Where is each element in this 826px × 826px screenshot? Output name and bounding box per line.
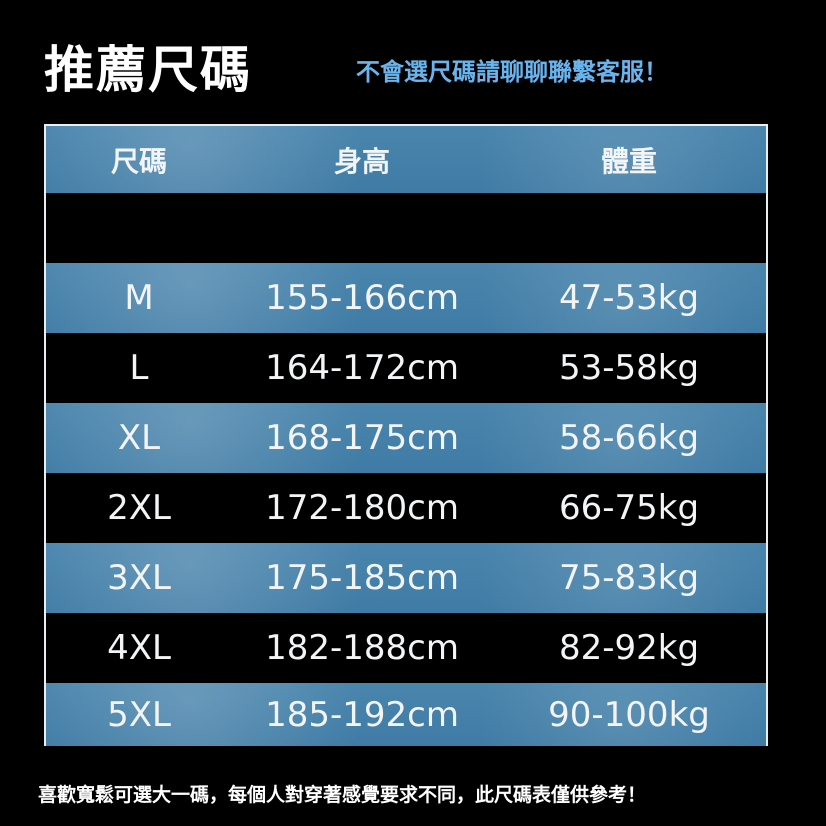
table-row: M 155-166cm 47-53kg	[46, 263, 766, 333]
header-height: 身高	[333, 144, 390, 178]
cell-height: 185-192cm	[265, 694, 459, 735]
size-chart-table: 尺碼 身高 體重 M 155-166cm 47-53kg L 164-172cm 53-5…	[44, 124, 768, 746]
cell-size: 2XL	[107, 488, 171, 528]
cell-size: L	[129, 348, 149, 388]
cell-weight: 53-58kg	[558, 348, 700, 388]
header-size: 尺碼	[110, 144, 167, 178]
cell-height: 155-166cm	[265, 278, 459, 318]
header-weight: 體重	[600, 144, 657, 178]
cell-size: 4XL	[107, 628, 171, 668]
cell-weight: 66-75kg	[558, 488, 700, 528]
cell-height: 172-180cm	[265, 488, 459, 528]
contact-notice: 不會選尺碼請聊聊聯繫客服！	[356, 58, 668, 86]
cell-weight: 82-92kg	[558, 628, 700, 668]
table-row: XL 168-175cm 58-66kg	[46, 403, 766, 473]
cell-weight: 90-100kg	[548, 694, 710, 735]
table-row: 5XL 185-192cm 90-100kg	[46, 683, 766, 746]
cell-size: 5XL	[107, 694, 171, 735]
table-row	[46, 193, 766, 263]
table-row: L 164-172cm 53-58kg	[46, 333, 766, 403]
table-row: 2XL 172-180cm 66-75kg	[46, 473, 766, 543]
cell-size: 3XL	[107, 558, 171, 598]
table-header: 尺碼 身高 體重	[46, 126, 766, 193]
cell-weight: 47-53kg	[558, 278, 700, 318]
cell-size: XL	[117, 418, 161, 458]
table-row: 4XL 182-188cm 82-92kg	[46, 613, 766, 683]
cell-height: 182-188cm	[265, 628, 459, 668]
table-row: 3XL 175-185cm 75-83kg	[46, 543, 766, 613]
cell-weight: 75-83kg	[558, 558, 700, 598]
page-title: 推薦尺碼	[44, 41, 252, 99]
cell-size: M	[124, 278, 154, 318]
cell-height: 164-172cm	[265, 348, 459, 388]
cell-height: 175-185cm	[265, 558, 459, 598]
cell-weight: 58-66kg	[558, 418, 700, 458]
cell-height: 168-175cm	[265, 418, 459, 458]
footer-note: 喜歡寬鬆可選大一碼，每個人對穿著感覺要求不同，此尺碼表僅供參考！	[38, 784, 647, 806]
